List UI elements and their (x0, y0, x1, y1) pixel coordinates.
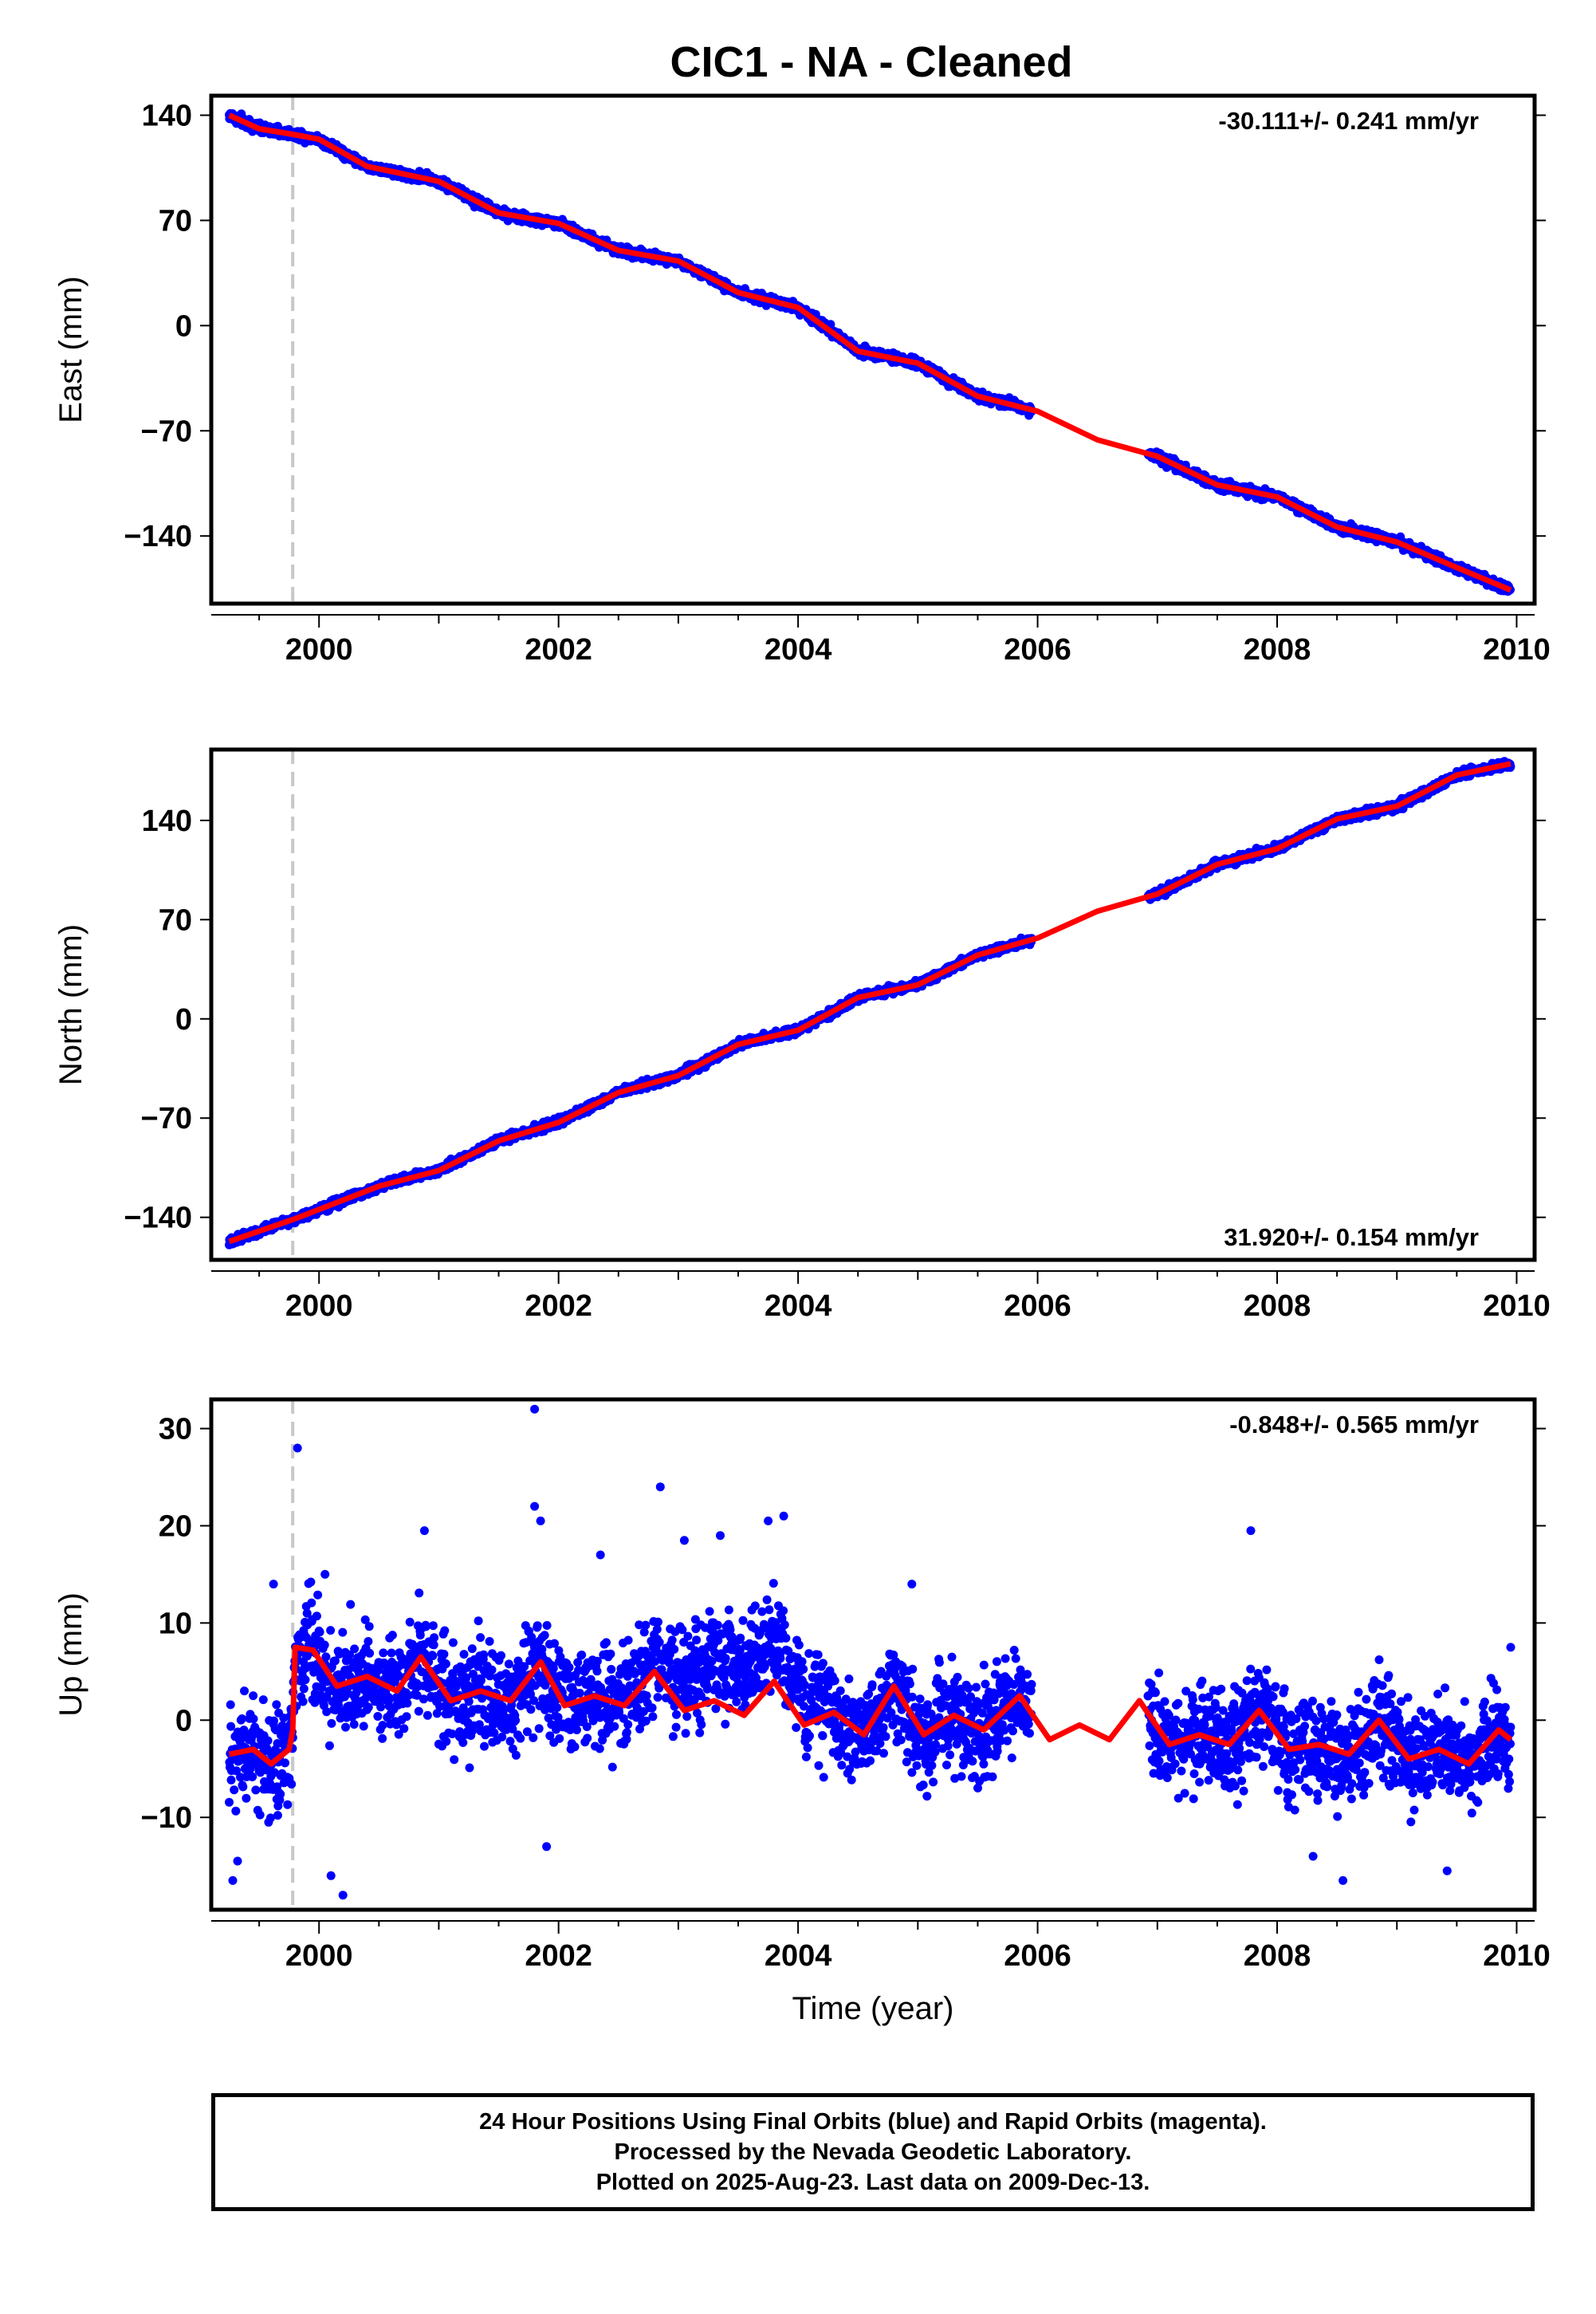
y-tick-label: −70 (141, 415, 192, 448)
y-axis-label: East (mm) (53, 276, 88, 423)
velocity-rate-label: -30.111+/- 0.241 mm/yr (1218, 107, 1479, 135)
x-tick-label: 2008 (1244, 633, 1311, 667)
panel-1: 2000 2002 2004 2006 2008 2010 −140 −70 0 70 140 Eas… (53, 93, 1551, 667)
y-tick-label: 140 (142, 100, 192, 133)
x-tick-label: 2006 (1004, 633, 1071, 667)
x-tick-label: 2002 (525, 633, 592, 667)
plot-frame (209, 93, 1537, 606)
figure-title: CIC1 - NA - Cleaned (670, 38, 1072, 86)
x-tick-label: 2004 (765, 633, 832, 667)
x-tick-label: 2010 (1483, 633, 1551, 667)
y-tick-label: −140 (124, 520, 192, 553)
model-fit-line (228, 112, 1512, 593)
y-tick-label: 70 (159, 204, 192, 238)
panel-2: 2000 2002 2004 2006 2008 2010−140−70070140Nor… (53, 747, 1551, 1323)
y-tick-label: 0 (175, 309, 192, 343)
x-tick-label: 2000 (285, 633, 353, 667)
panels: 2000 2002 2004 2006 2008 2010 −140 −70 0 70 140 Eas… (53, 93, 1551, 2026)
